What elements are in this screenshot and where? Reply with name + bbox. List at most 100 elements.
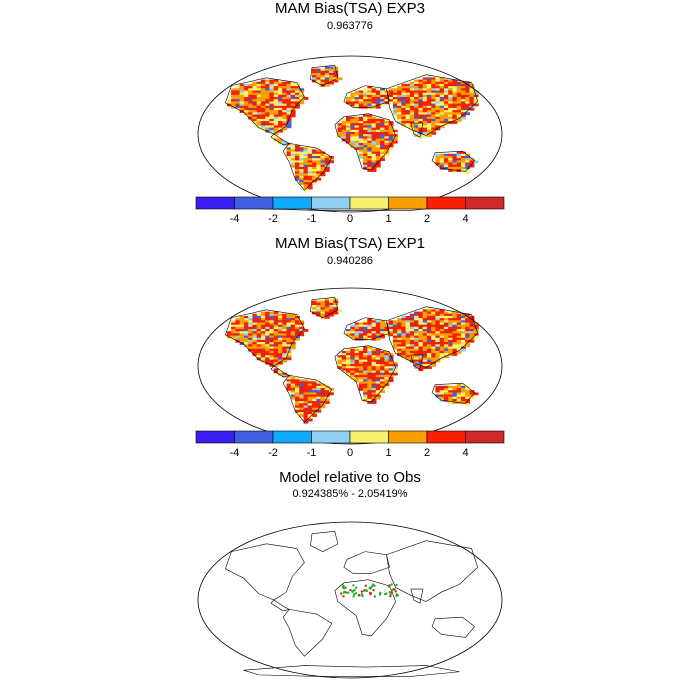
field-cell (422, 357, 428, 361)
field-cell (307, 158, 313, 161)
field-cell (341, 134, 347, 137)
colorbar-tick-label: 0 (347, 447, 353, 459)
field-cell (295, 409, 300, 413)
field-cell (456, 320, 462, 324)
field-cell (265, 324, 271, 328)
field-cell (286, 329, 292, 332)
field-cell (295, 166, 300, 170)
field-cell (273, 103, 279, 107)
field-cell (401, 344, 407, 348)
field-cell (243, 335, 249, 339)
field-cell (397, 118, 402, 122)
field-cell (265, 318, 271, 321)
field-cell (358, 364, 364, 367)
field-cell (316, 151, 322, 155)
field-cell (465, 394, 471, 398)
field-cell (358, 322, 364, 326)
field-cell (448, 350, 454, 354)
field-cell (303, 383, 309, 387)
field-cell (282, 339, 288, 343)
field-cell (397, 350, 402, 354)
field-cell (452, 114, 458, 118)
field-cell (456, 112, 462, 116)
field-cell (260, 326, 266, 330)
field-cell (367, 121, 373, 124)
field-cell (431, 86, 437, 89)
field-cell (256, 97, 262, 100)
field-cell (409, 318, 415, 321)
field-cell (371, 322, 377, 326)
field-cell (265, 350, 271, 354)
field-cell (303, 385, 309, 389)
field-cell (384, 377, 390, 380)
field-cell (443, 79, 449, 83)
field-cell (358, 134, 364, 137)
field-cell (260, 355, 266, 358)
field-cell (303, 407, 309, 411)
field-cell (452, 324, 458, 328)
field-cell (414, 114, 419, 118)
field-cell (290, 103, 296, 107)
field-cell (252, 348, 258, 352)
field-cell (426, 337, 432, 341)
field-cell (303, 412, 309, 415)
field-cell (422, 81, 428, 85)
obs-point (344, 586, 347, 589)
field-cell (388, 90, 394, 94)
field-cell (260, 101, 266, 105)
field-cell (405, 90, 411, 94)
field-cell (290, 90, 296, 94)
field-cell (448, 320, 454, 324)
field-cell (375, 320, 381, 324)
field-cell (435, 359, 441, 363)
field-cell (358, 350, 364, 354)
field-cell (307, 149, 313, 153)
field-cell (397, 88, 402, 92)
field-cell (456, 388, 462, 391)
field-cell (443, 333, 449, 337)
field-cell (422, 366, 428, 369)
field-cell (273, 105, 279, 109)
field-cell (248, 339, 254, 343)
field-cell (431, 335, 437, 339)
field-cell (329, 307, 334, 310)
field-cell (439, 329, 445, 332)
field-cell (392, 92, 398, 96)
field-cell (439, 357, 445, 361)
field-cell (448, 346, 454, 350)
field-cell (452, 92, 458, 96)
field-cell (312, 153, 317, 157)
field-cell (371, 359, 377, 363)
field-cell (367, 94, 373, 98)
field-cell (363, 329, 368, 332)
obs-point (373, 595, 377, 598)
field-cell (358, 324, 364, 328)
field-cell (422, 353, 428, 356)
field-cell (265, 83, 271, 87)
field-cell (422, 318, 428, 321)
field-cell (282, 105, 288, 109)
field-cell (443, 337, 449, 341)
field-cell (239, 88, 245, 92)
field-cell (384, 97, 390, 100)
field-cell (439, 123, 445, 126)
field-cell (295, 90, 300, 94)
field-cell (256, 90, 262, 94)
field-cell (367, 370, 373, 374)
field-cell (341, 136, 347, 140)
field-cell (278, 107, 283, 111)
field-cell (380, 99, 385, 102)
field-cell (269, 90, 275, 94)
field-cell (367, 147, 373, 151)
field-cell (324, 160, 330, 164)
field-cell (456, 390, 462, 393)
field-cell (435, 158, 441, 161)
field-cell (405, 344, 411, 348)
field-cell (461, 90, 466, 94)
field-cell (448, 169, 454, 172)
field-cell (346, 97, 351, 100)
field-cell (371, 396, 377, 400)
field-cell (231, 324, 236, 328)
field-cell (286, 123, 292, 126)
field-cell (273, 320, 279, 324)
